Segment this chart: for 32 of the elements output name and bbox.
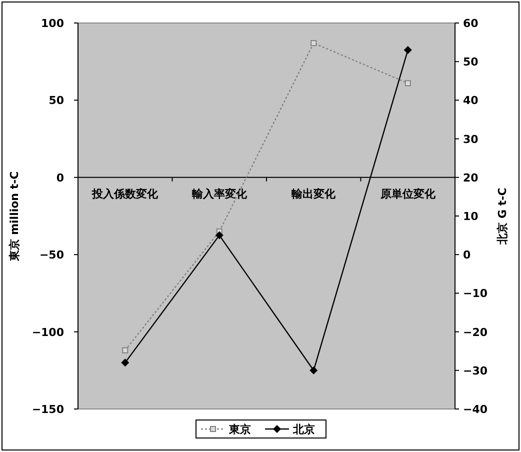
legend-label: 北京 [292,423,315,436]
y-tick-label: 0 [56,171,64,184]
y2-tick-label: 30 [463,132,479,146]
y-tick-label: 100 [41,17,64,30]
point [122,347,128,354]
point [404,80,411,86]
x-tick-label: 輸出変化 [290,187,337,200]
y2-tick-label: 10 [463,210,479,223]
y-tick-label: 50 [48,94,64,108]
y2-tick-label: 20 [463,171,479,184]
point [404,46,412,54]
x-tick-label: 輸入率変化 [190,187,248,200]
y2-tick-label: 0 [463,248,471,262]
y2-tick-label: −40 [463,403,488,416]
x-tick-label: 原単位変化 [379,187,436,200]
point [310,40,317,46]
y2-tick-label: 50 [463,56,479,69]
y2-axis-title: 北京 G t-C [496,188,509,246]
point [310,366,318,374]
y2-tick-label: 60 [463,17,479,30]
y-tick-label: −150 [32,403,64,416]
legend-label: 東京 [228,423,251,436]
y-tick-label: −100 [32,326,64,339]
y2-tick-label: −10 [463,287,488,300]
y-axis-title: 東京 million t-C [8,171,21,262]
y-tick-label: −50 [39,248,64,262]
x-tick-label: 投入係数変化 [91,187,160,200]
y2-tick-label: −20 [463,326,488,339]
point [121,358,130,367]
y2-tick-label: 40 [463,94,479,108]
point [215,231,224,240]
y2-tick-label: −30 [463,364,488,378]
